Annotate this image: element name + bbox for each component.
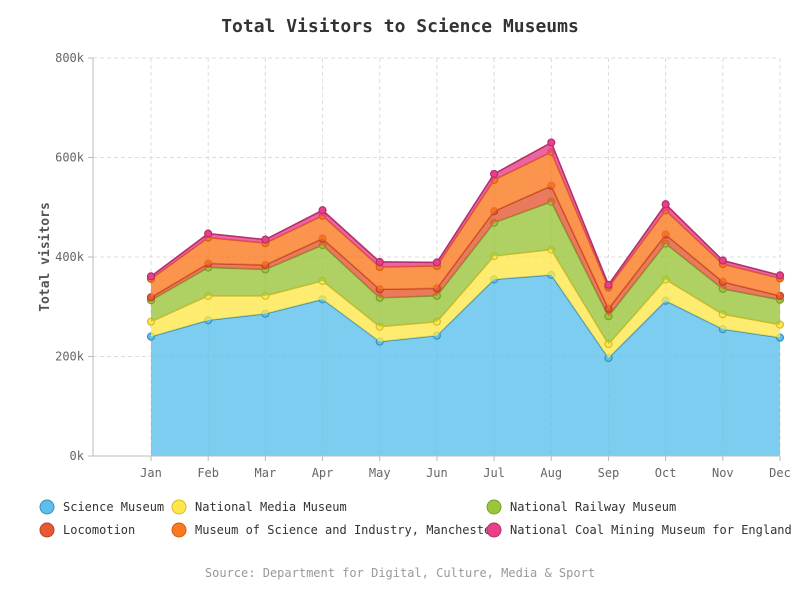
legend: Science Museum National Media Museum Natio…	[39, 499, 792, 538]
y-axis-label: Total visitors	[38, 202, 53, 312]
legend-label: Science Museum	[63, 500, 164, 514]
x-tick-label: Apr	[312, 466, 334, 480]
legend-swatch	[39, 522, 55, 538]
legend-label: National Coal Mining Museum for England	[510, 523, 792, 537]
x-tick-label: Jun	[426, 466, 448, 480]
point-national-coal-mining-museum-for-england	[204, 229, 213, 238]
x-tick-label: Dec	[769, 466, 791, 480]
x-tick-label: Jul	[483, 466, 505, 480]
x-tick-label: Oct	[655, 466, 677, 480]
x-tick-label: Aug	[540, 466, 562, 480]
line-national-coal-mining-museum-for-england	[150, 141, 781, 287]
legend-item-national-railway-museum: National Railway Museum	[486, 499, 676, 515]
legend-item-locomotion: Locomotion	[39, 522, 135, 538]
legend-label: National Railway Museum	[510, 500, 676, 514]
legend-item-national-media-museum: National Media Museum	[171, 499, 347, 515]
legend-label: National Media Museum	[195, 500, 347, 514]
legend-item-museum-of-science-and-industry-manchester: Museum of Science and Industry, Manchest…	[171, 522, 498, 538]
legend-swatch	[171, 499, 187, 515]
y-tick-label: 400k	[55, 250, 85, 264]
x-tick-label: May	[369, 466, 391, 480]
x-tick-label: Nov	[712, 466, 734, 480]
point-national-coal-mining-museum-for-england	[661, 200, 670, 209]
point-national-coal-mining-museum-for-england	[432, 258, 442, 267]
chart-title: Total Visitors to Science Museums	[221, 16, 579, 37]
point-national-coal-mining-museum-for-england	[318, 206, 327, 215]
point-national-coal-mining-museum-for-england	[547, 138, 556, 147]
legend-swatch	[486, 522, 502, 538]
x-tick-label: Feb	[197, 466, 219, 480]
y-tick-label: 200k	[55, 350, 85, 364]
area-national-railway-museum	[151, 201, 780, 345]
line-national-railway-museum	[150, 200, 781, 318]
point-national-coal-mining-museum-for-england	[146, 272, 156, 281]
x-tick-label: Mar	[255, 466, 277, 480]
legend-item-science-museum: Science Museum	[39, 499, 164, 515]
point-national-coal-mining-museum-for-england	[375, 257, 384, 267]
point-national-coal-mining-museum-for-england	[718, 256, 727, 265]
legend-swatch	[171, 522, 187, 538]
y-tick-label: 800k	[55, 51, 85, 65]
legend-label: Museum of Science and Industry, Manchest…	[195, 523, 498, 537]
source-note: Source: Department for Digital, Culture,…	[205, 566, 595, 580]
point-national-coal-mining-museum-for-england	[604, 280, 613, 289]
x-tick-label: Sep	[598, 466, 620, 480]
area-series	[146, 138, 785, 456]
y-tick-label: 0k	[70, 449, 85, 463]
area-museum-of-science-and-industry-manchester	[151, 152, 780, 309]
point-national-coal-mining-museum-for-england	[261, 235, 270, 244]
legend-swatch	[486, 499, 502, 515]
axes: 0k 200k 400k 600k 800k Jan Feb Mar Apr May Jun Jul A…	[55, 51, 791, 480]
area-national-media-museum	[151, 249, 780, 358]
x-tick-label: Jan	[140, 466, 162, 480]
area-science-museum	[151, 274, 780, 456]
legend-item-national-coal-mining-museum-for-england: National Coal Mining Museum for England	[486, 522, 792, 538]
legend-swatch	[39, 499, 55, 515]
y-tick-label: 600k	[55, 151, 85, 165]
point-national-coal-mining-museum-for-england	[775, 271, 785, 280]
point-national-coal-mining-museum-for-england	[489, 169, 499, 179]
legend-label: Locomotion	[63, 523, 135, 537]
